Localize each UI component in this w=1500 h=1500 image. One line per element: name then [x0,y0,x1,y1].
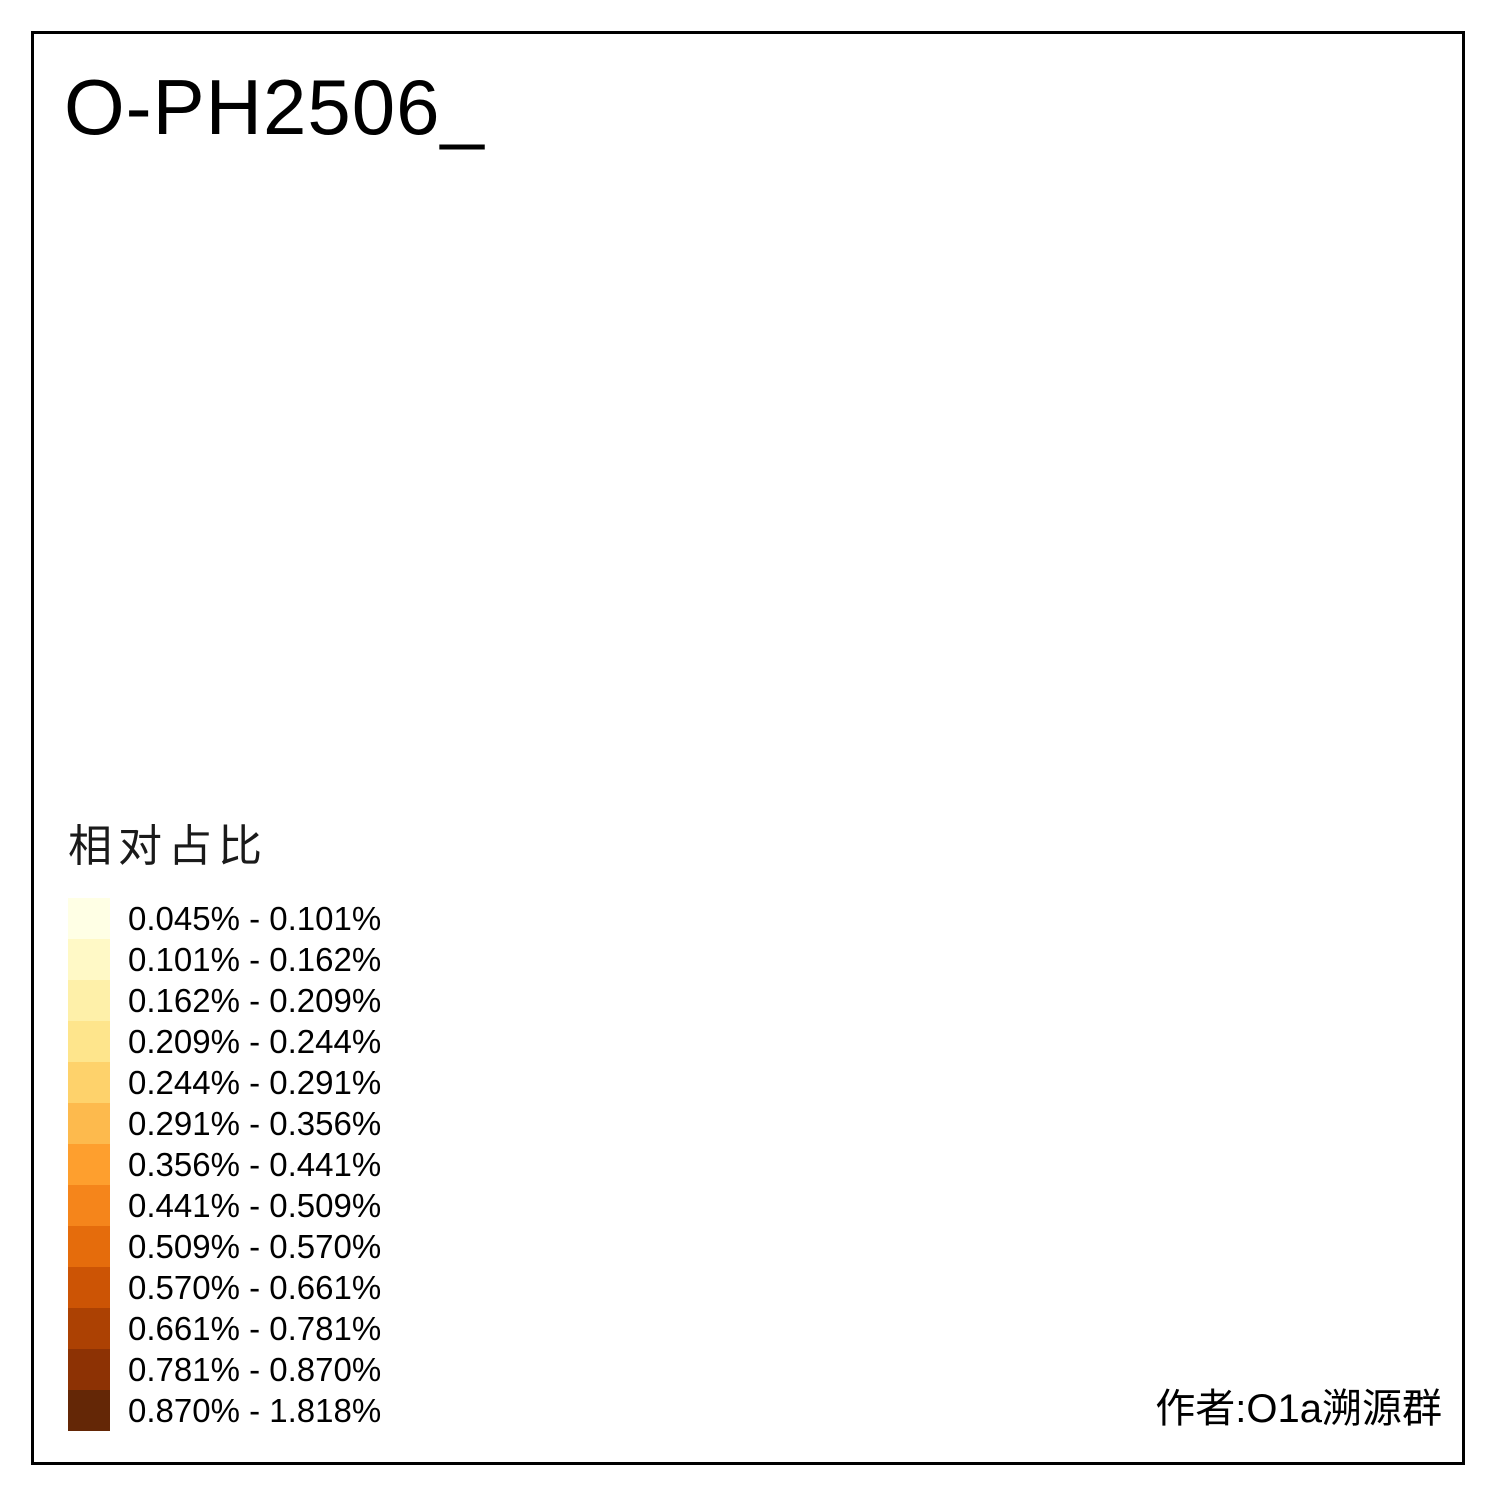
legend-range-label: 0.162% - 0.209% [128,981,382,1019]
legend-range-label: 0.781% - 0.870% [128,1350,382,1388]
legend-rows: 0.045% - 0.101% 0.101% - 0.162% 0.162% - 0… [68,898,381,1431]
map-title: O-PH2506_ [64,63,485,151]
legend-swatch [68,898,110,939]
legend-item: 0.570% - 0.661% [68,1267,381,1308]
legend-swatch [68,1390,110,1431]
legend-item: 0.291% - 0.356% [68,1103,381,1144]
legend-item: 0.244% - 0.291% [68,1062,381,1103]
legend-item: 0.781% - 0.870% [68,1349,381,1390]
legend-item: 0.661% - 0.781% [68,1308,381,1349]
legend-item: 0.509% - 0.570% [68,1226,381,1267]
legend-range-label: 0.509% - 0.570% [128,1227,382,1265]
legend-range-label: 0.045% - 0.101% [128,899,382,937]
legend-item: 0.045% - 0.101% [68,898,381,939]
legend-swatch [68,1349,110,1390]
legend-range-label: 0.291% - 0.356% [128,1104,382,1142]
legend-item: 0.162% - 0.209% [68,980,381,1021]
plot-frame [31,31,1465,1465]
legend-range-label: 0.101% - 0.162% [128,940,382,978]
legend-item: 0.101% - 0.162% [68,939,381,980]
legend-item: 0.356% - 0.441% [68,1144,381,1185]
legend-swatch [68,1021,110,1062]
legend-range-label: 0.661% - 0.781% [128,1309,382,1347]
legend: 相对占比 0.045% - 0.101% 0.101% - 0.162% 0.162… [68,810,381,1431]
legend-range-label: 0.209% - 0.244% [128,1022,382,1060]
legend-swatch [68,1267,110,1308]
legend-swatch [68,1185,110,1226]
legend-swatch [68,980,110,1021]
legend-range-label: 0.570% - 0.661% [128,1268,382,1306]
legend-swatch [68,1308,110,1349]
attribution: 作者:O1a溯源群 [1155,1387,1442,1431]
legend-swatch [68,1226,110,1267]
legend-swatch [68,1103,110,1144]
legend-swatch [68,1144,110,1185]
legend-range-label: 0.356% - 0.441% [128,1145,382,1183]
legend-range-label: 0.441% - 0.509% [128,1186,382,1224]
legend-title: 相对占比 [68,822,268,871]
legend-item: 0.870% - 1.818% [68,1390,381,1431]
legend-range-label: 0.244% - 0.291% [128,1063,382,1101]
legend-swatch [68,1062,110,1103]
legend-swatch [68,939,110,980]
legend-range-label: 0.870% - 1.818% [128,1391,382,1429]
legend-item: 0.441% - 0.509% [68,1185,381,1226]
legend-item: 0.209% - 0.244% [68,1021,381,1062]
